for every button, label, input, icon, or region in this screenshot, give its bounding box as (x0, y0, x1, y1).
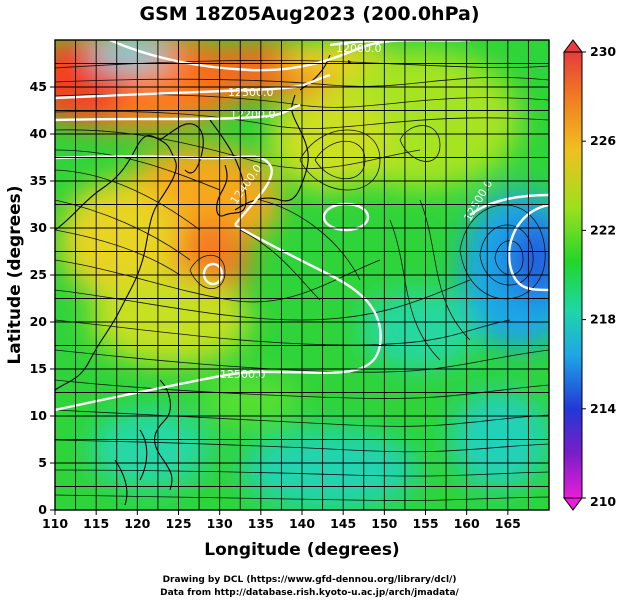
colorbar-tick-label: 230 (590, 44, 616, 59)
x-tick-label: 160 (454, 516, 480, 531)
x-tick-label: 125 (165, 516, 191, 531)
x-tick-label: 165 (495, 516, 521, 531)
x-tick-label: 115 (83, 516, 109, 531)
y-tick-label: 20 (30, 314, 48, 329)
contour-label: 12300.0 (228, 86, 274, 99)
x-tick-label: 155 (412, 516, 438, 531)
contour-label: 12500.0 (220, 368, 266, 381)
colorbar-tick-label: 222 (590, 222, 616, 237)
footer-credit-dcl: Drawing by DCL (https://www.gfd-dennou.o… (162, 575, 457, 585)
y-tick-label: 40 (30, 126, 48, 141)
x-axis-label: Longitude (degrees) (204, 540, 399, 560)
x-tick-label: 150 (371, 516, 397, 531)
y-tick-labels: 0 5 10 15 20 25 30 35 40 45 (30, 79, 48, 517)
tick-marks (50, 86, 509, 515)
colorbar-scale (563, 51, 583, 499)
y-axis-label: Latitude (degrees) (5, 185, 25, 364)
x-tick-label: 110 (42, 516, 68, 531)
x-tick-label: 145 (330, 516, 356, 531)
y-tick-label: 15 (30, 361, 47, 376)
footer-credit-data: Data from http://database.rish.kyoto-u.a… (160, 588, 459, 598)
map-title: GSM 18Z05Aug2023 (200.0hPa) (139, 3, 480, 25)
y-tick-label: 25 (30, 267, 47, 282)
y-tick-label: 10 (30, 408, 48, 423)
y-tick-label: 35 (30, 173, 47, 188)
y-tick-label: 45 (30, 79, 47, 94)
x-tick-label: 135 (248, 516, 274, 531)
colorbar-tick-label: 218 (590, 312, 616, 327)
colorbar-tick-label: 226 (590, 133, 616, 148)
colorbar-tick-label: 214 (590, 401, 616, 416)
x-tick-label: 140 (289, 516, 315, 531)
colorbar: 230 226 222 218 214 210 (563, 39, 616, 511)
contour-label: 12200.0 (230, 108, 276, 121)
x-tick-label: 130 (207, 516, 233, 531)
contour-label: 12000.0 (336, 42, 382, 55)
lat-lon-grid (55, 40, 549, 510)
y-tick-label: 0 (38, 502, 47, 517)
colorbar-tick-label: 210 (590, 494, 616, 509)
x-tick-label: 120 (124, 516, 150, 531)
y-tick-label: 30 (30, 220, 48, 235)
colorbar-min-arrow (563, 497, 583, 511)
colorbar-max-arrow (563, 39, 583, 53)
y-tick-label: 5 (38, 455, 47, 470)
temperature-field (55, 40, 549, 510)
x-tick-labels: 110 115 120 125 130 135 140 145 150 155 160 165 (42, 516, 521, 531)
